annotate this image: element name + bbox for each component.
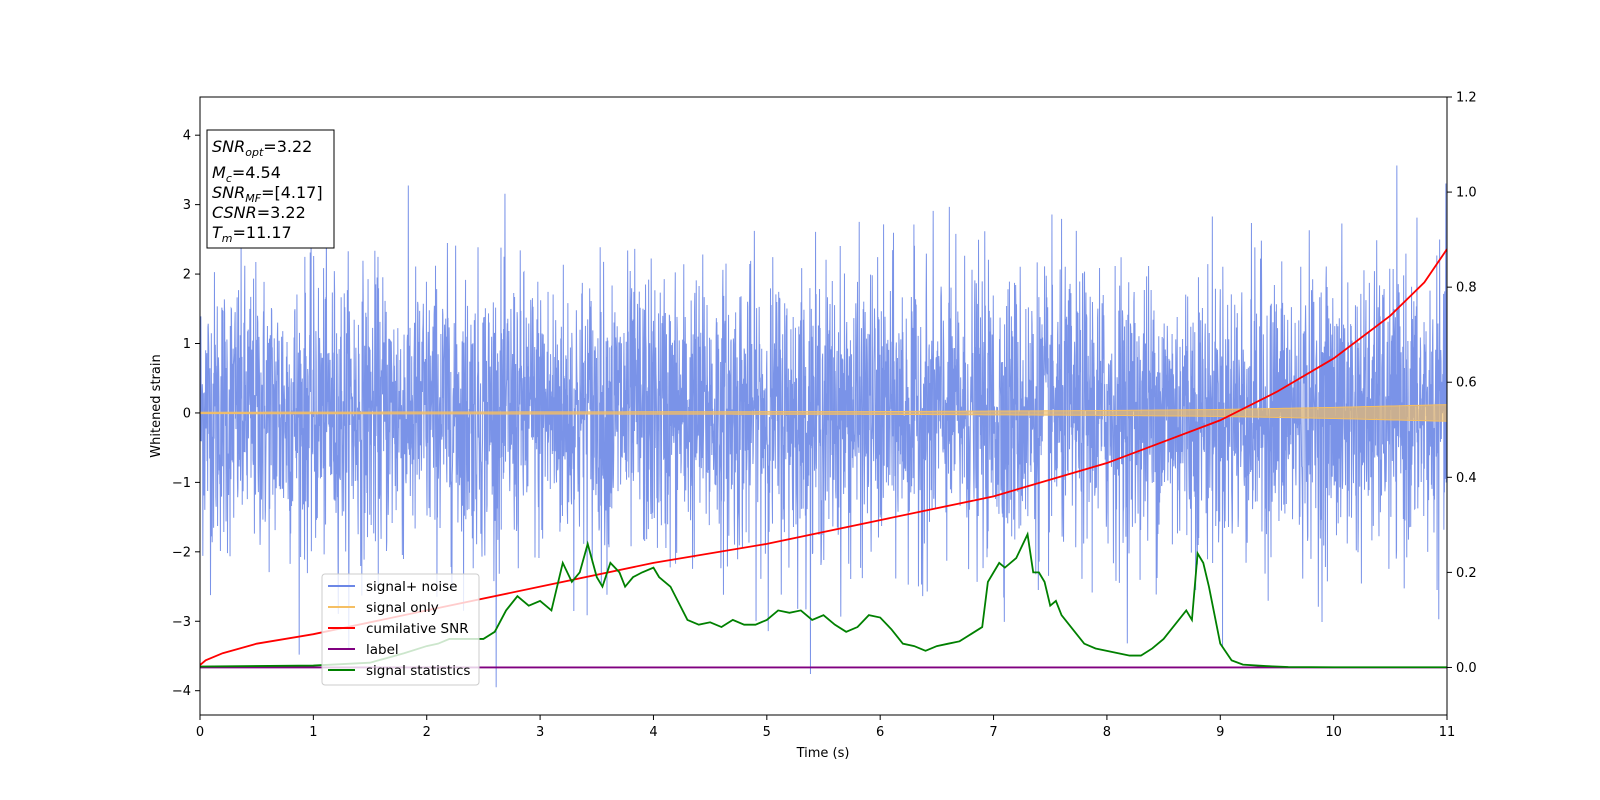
plot-frame	[199, 96, 1448, 716]
series-signal-only	[200, 404, 1447, 422]
info-mc-sub: c	[226, 172, 232, 185]
y2-tick-label: 1.2	[1456, 91, 1477, 106]
info-snr-opt-sub: opt	[245, 146, 264, 159]
info-tm-sub: m	[222, 232, 233, 245]
y-tick-label: −3	[172, 615, 191, 630]
info-box-frame	[206, 129, 335, 249]
legend: signal+ noise signal only cumilative SNR…	[321, 573, 480, 686]
legend-label-noise: signal+ noise	[366, 579, 457, 595]
series-cumulative-snr	[200, 248, 1447, 666]
x-tick-label: 9	[1216, 725, 1224, 740]
info-mc: Mc=4.54	[212, 163, 281, 185]
x-tick-label: 2	[423, 725, 431, 740]
legend-label-label: label	[366, 642, 399, 658]
y2-tick-label: 1.0	[1456, 186, 1477, 201]
info-csnr: CSNR=3.22	[212, 203, 306, 222]
info-snr-opt-symbol: SNR	[212, 137, 245, 156]
y-tick-label: 4	[183, 129, 191, 144]
x-tick-label: 4	[649, 725, 657, 740]
x-tick-label: 5	[763, 725, 771, 740]
y-tick-label: −1	[172, 476, 191, 491]
info-tm: Tm=11.17	[212, 223, 292, 245]
x-tick-label: 3	[536, 725, 544, 740]
axes: 0 1 2 3 4 5 6 7 8 9 10 1143210−1−2−3−41.21.00.80.60…	[172, 91, 1477, 741]
info-box: SNRopt=3.22 Mc=4.54 SNRMF=[4.17] CSNR=3.…	[206, 129, 335, 249]
x-tick-label: 7	[989, 725, 997, 740]
y-tick-label: −4	[172, 684, 191, 699]
info-snr-opt: SNRopt=3.22	[212, 137, 312, 159]
y2-tick-label: 0.0	[1456, 661, 1477, 676]
info-csnr-value: =3.22	[257, 203, 306, 222]
y-axis-label: Whitened strain	[149, 354, 164, 457]
x-tick-label: 1	[309, 725, 317, 740]
x-tick-label: 0	[196, 725, 204, 740]
info-mc-value: =4.54	[232, 163, 281, 182]
x-axis-label: Time (s)	[796, 746, 850, 761]
y-tick-label: 3	[183, 198, 191, 213]
legend-frame	[321, 573, 480, 686]
y2-tick-label: 0.4	[1456, 471, 1477, 486]
info-mc-symbol: M	[212, 163, 226, 182]
info-tm-symbol: T	[212, 223, 223, 242]
legend-label-cumulative: cumilative SNR	[366, 621, 469, 637]
y2-tick-label: 0.6	[1456, 376, 1477, 391]
x-tick-label: 6	[876, 725, 884, 740]
y2-tick-label: 0.2	[1456, 566, 1477, 581]
series-signal-statistics	[200, 531, 1447, 669]
info-tm-value: =11.17	[233, 223, 292, 242]
info-csnr-symbol: CSNR	[212, 203, 257, 222]
y2-tick-label: 0.8	[1456, 281, 1477, 296]
info-snr-mf-value: =[4.17]	[261, 183, 323, 202]
info-snr-opt-value: =3.22	[263, 137, 312, 156]
y-tick-label: −2	[172, 545, 191, 560]
x-tick-label: 11	[1439, 725, 1456, 740]
y-tick-label: 0	[183, 406, 191, 421]
y-tick-label: 1	[183, 337, 191, 352]
info-snr-mf: SNRMF=[4.17]	[212, 183, 323, 205]
x-tick-label: 8	[1103, 725, 1111, 740]
info-snr-mf-symbol: SNR	[212, 183, 245, 202]
legend-label-statistics: signal statistics	[366, 663, 470, 679]
x-tick-label: 10	[1325, 725, 1342, 740]
legend-label-signal: signal only	[366, 600, 439, 616]
info-snr-mf-sub: MF	[245, 192, 261, 205]
y-tick-label: 2	[183, 268, 191, 283]
